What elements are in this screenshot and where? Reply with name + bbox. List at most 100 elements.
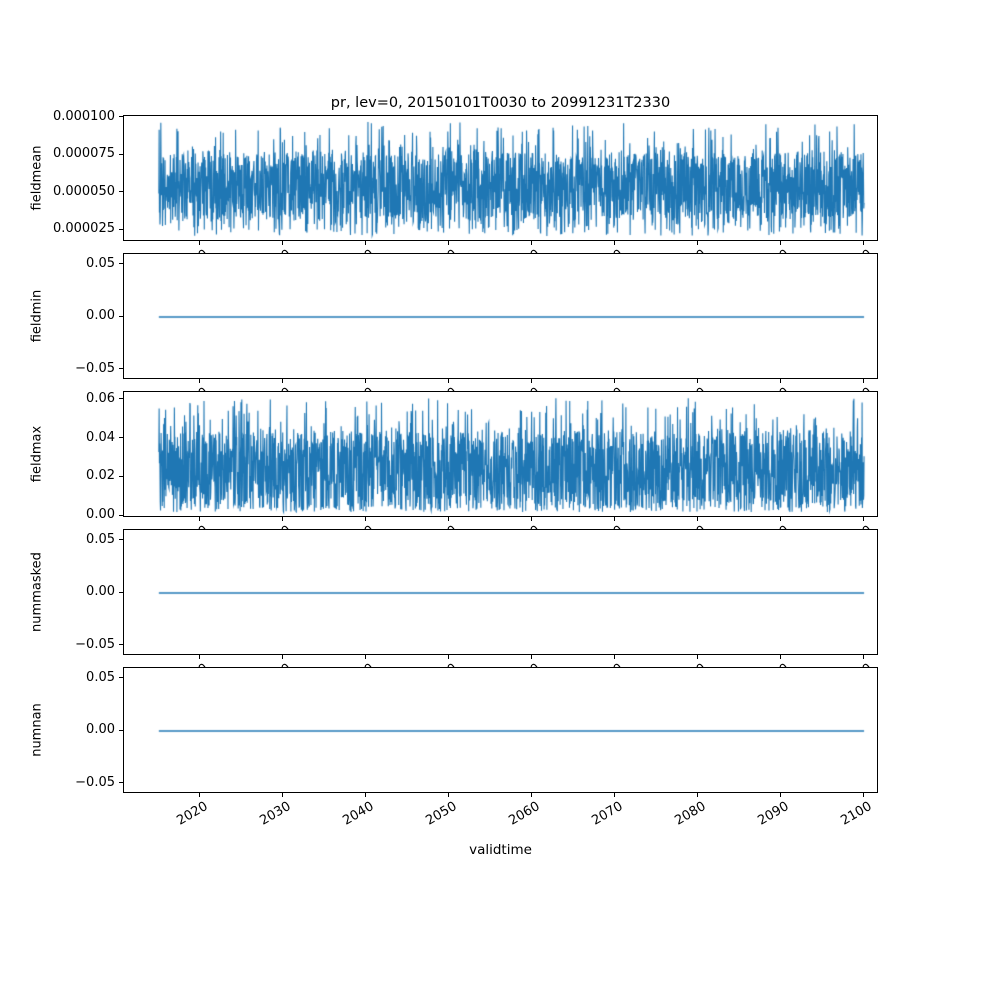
y-tick-label: −0.05 — [75, 636, 115, 652]
y-tick-label: 0.05 — [86, 531, 115, 547]
x-tick-mark — [614, 241, 616, 245]
x-tick-mark — [199, 379, 201, 383]
x-tick-mark — [863, 379, 865, 383]
x-tick-mark — [531, 793, 533, 797]
x-tick-mark — [365, 517, 367, 521]
chart-title: pr, lev=0, 20150101T0030 to 20991231T233… — [330, 95, 671, 111]
line-series-numnan — [124, 668, 877, 792]
x-tick-mark — [697, 517, 699, 521]
y-tick-label: 0.05 — [86, 255, 115, 271]
x-tick-label: 2030 — [257, 799, 294, 829]
x-tick-mark — [863, 793, 865, 797]
y-tick-label: 0.02 — [86, 468, 115, 484]
y-tick-mark — [119, 539, 123, 540]
y-tick-label: 0.00 — [86, 584, 115, 599]
line-series-fieldmin — [124, 254, 877, 378]
x-tick-label: 2020 — [174, 799, 211, 829]
axes-numnan — [123, 667, 878, 793]
y-tick-mark — [119, 153, 123, 155]
y-tick-mark — [119, 115, 123, 117]
line-series-fieldmax — [124, 392, 877, 516]
axes-nummasked — [123, 529, 878, 655]
axes-fieldmax — [123, 391, 878, 517]
y-tick-mark — [119, 368, 123, 369]
y-tick-mark — [119, 729, 123, 731]
axes-fieldmean — [123, 115, 878, 241]
x-tick-mark — [199, 241, 201, 245]
x-tick-mark — [697, 793, 699, 797]
x-tick-mark — [365, 655, 367, 659]
x-tick-mark — [863, 241, 865, 245]
x-tick-mark — [614, 793, 616, 797]
x-tick-mark — [282, 793, 284, 797]
subplot-fieldmin: fieldmin −0.050.000.05 20202030204020502… — [30, 253, 878, 415]
y-tick-mark — [119, 191, 123, 192]
y-tick-label: −0.05 — [75, 360, 115, 376]
y-tick-mark — [119, 475, 123, 477]
x-tick-mark — [448, 517, 450, 521]
y-tick-label: 0.00 — [86, 722, 115, 737]
x-tick-mark — [282, 655, 284, 659]
axes-fieldmin — [123, 253, 878, 379]
y-tick-label: 0.000075 — [52, 146, 115, 161]
x-tick-mark — [614, 379, 616, 383]
x-tick-mark — [697, 655, 699, 659]
x-tick-mark — [365, 379, 367, 383]
y-tick-label: 0.05 — [86, 669, 115, 685]
subplot-fieldmean: fieldmean 0.000025 0.000050 0.000075 0.0001… — [30, 109, 878, 277]
x-tick-label: 2040 — [340, 799, 377, 829]
subplot-numnan: numnan −0.05 0.00 0.05 2020 2030 2040 2050 206… — [30, 667, 878, 829]
y-tick-mark — [119, 263, 123, 264]
x-tick-mark — [199, 793, 201, 797]
y-tick-label: 0.000025 — [52, 221, 115, 236]
x-tick-mark — [365, 793, 367, 797]
x-tick-mark — [863, 655, 865, 659]
y-tick-mark — [119, 591, 123, 593]
y-tick-mark — [119, 398, 123, 400]
y-tick-mark — [119, 514, 123, 516]
x-tick-label: 2080 — [672, 799, 709, 829]
x-tick-mark — [697, 241, 699, 245]
y-tick-label: 0.04 — [86, 429, 115, 445]
x-tick-mark — [448, 241, 450, 245]
x-tick-mark — [531, 517, 533, 521]
x-tick-label: 2060 — [506, 799, 543, 829]
x-tick-mark — [282, 379, 284, 383]
x-tick-mark — [531, 655, 533, 659]
subplot-nummasked: nummasked −0.050.000.05 2020203020402050… — [30, 529, 878, 691]
x-tick-mark — [448, 379, 450, 383]
line-series-nummasked — [124, 530, 877, 654]
y-tick-mark — [119, 315, 123, 317]
x-axis-label: validtime — [469, 842, 532, 858]
x-tick-label: 2050 — [423, 799, 460, 829]
line-series-fieldmean — [124, 116, 877, 240]
y-tick-mark — [119, 644, 123, 645]
x-tick-mark — [780, 379, 782, 383]
y-tick-label: 0.00 — [86, 308, 115, 323]
y-tick-label: −0.05 — [75, 774, 115, 790]
x-tick-mark — [780, 241, 782, 245]
x-tick-mark — [448, 793, 450, 797]
x-tick-mark — [780, 655, 782, 659]
x-tick-mark — [531, 379, 533, 383]
x-tick-mark — [780, 793, 782, 797]
y-tick-label: 0.00 — [86, 507, 115, 523]
x-tick-mark — [780, 517, 782, 521]
x-tick-mark — [199, 655, 201, 659]
y-tick-mark — [119, 228, 123, 230]
x-tick-mark — [365, 241, 367, 245]
x-tick-label: 2100 — [838, 799, 875, 829]
x-tick-mark — [697, 379, 699, 383]
y-tick-label: 0.000100 — [52, 108, 115, 124]
x-tick-mark — [863, 517, 865, 521]
y-tick-label: 0.06 — [86, 390, 115, 406]
y-tick-label: 0.000050 — [52, 183, 115, 199]
x-tick-mark — [614, 517, 616, 521]
x-tick-mark — [531, 241, 533, 245]
x-tick-mark — [199, 517, 201, 521]
x-tick-mark — [448, 655, 450, 659]
subplot-fieldmax: fieldmax 0.000.020.040.06 20202030204020… — [30, 391, 878, 553]
y-tick-mark — [119, 677, 123, 678]
x-tick-mark — [614, 655, 616, 659]
